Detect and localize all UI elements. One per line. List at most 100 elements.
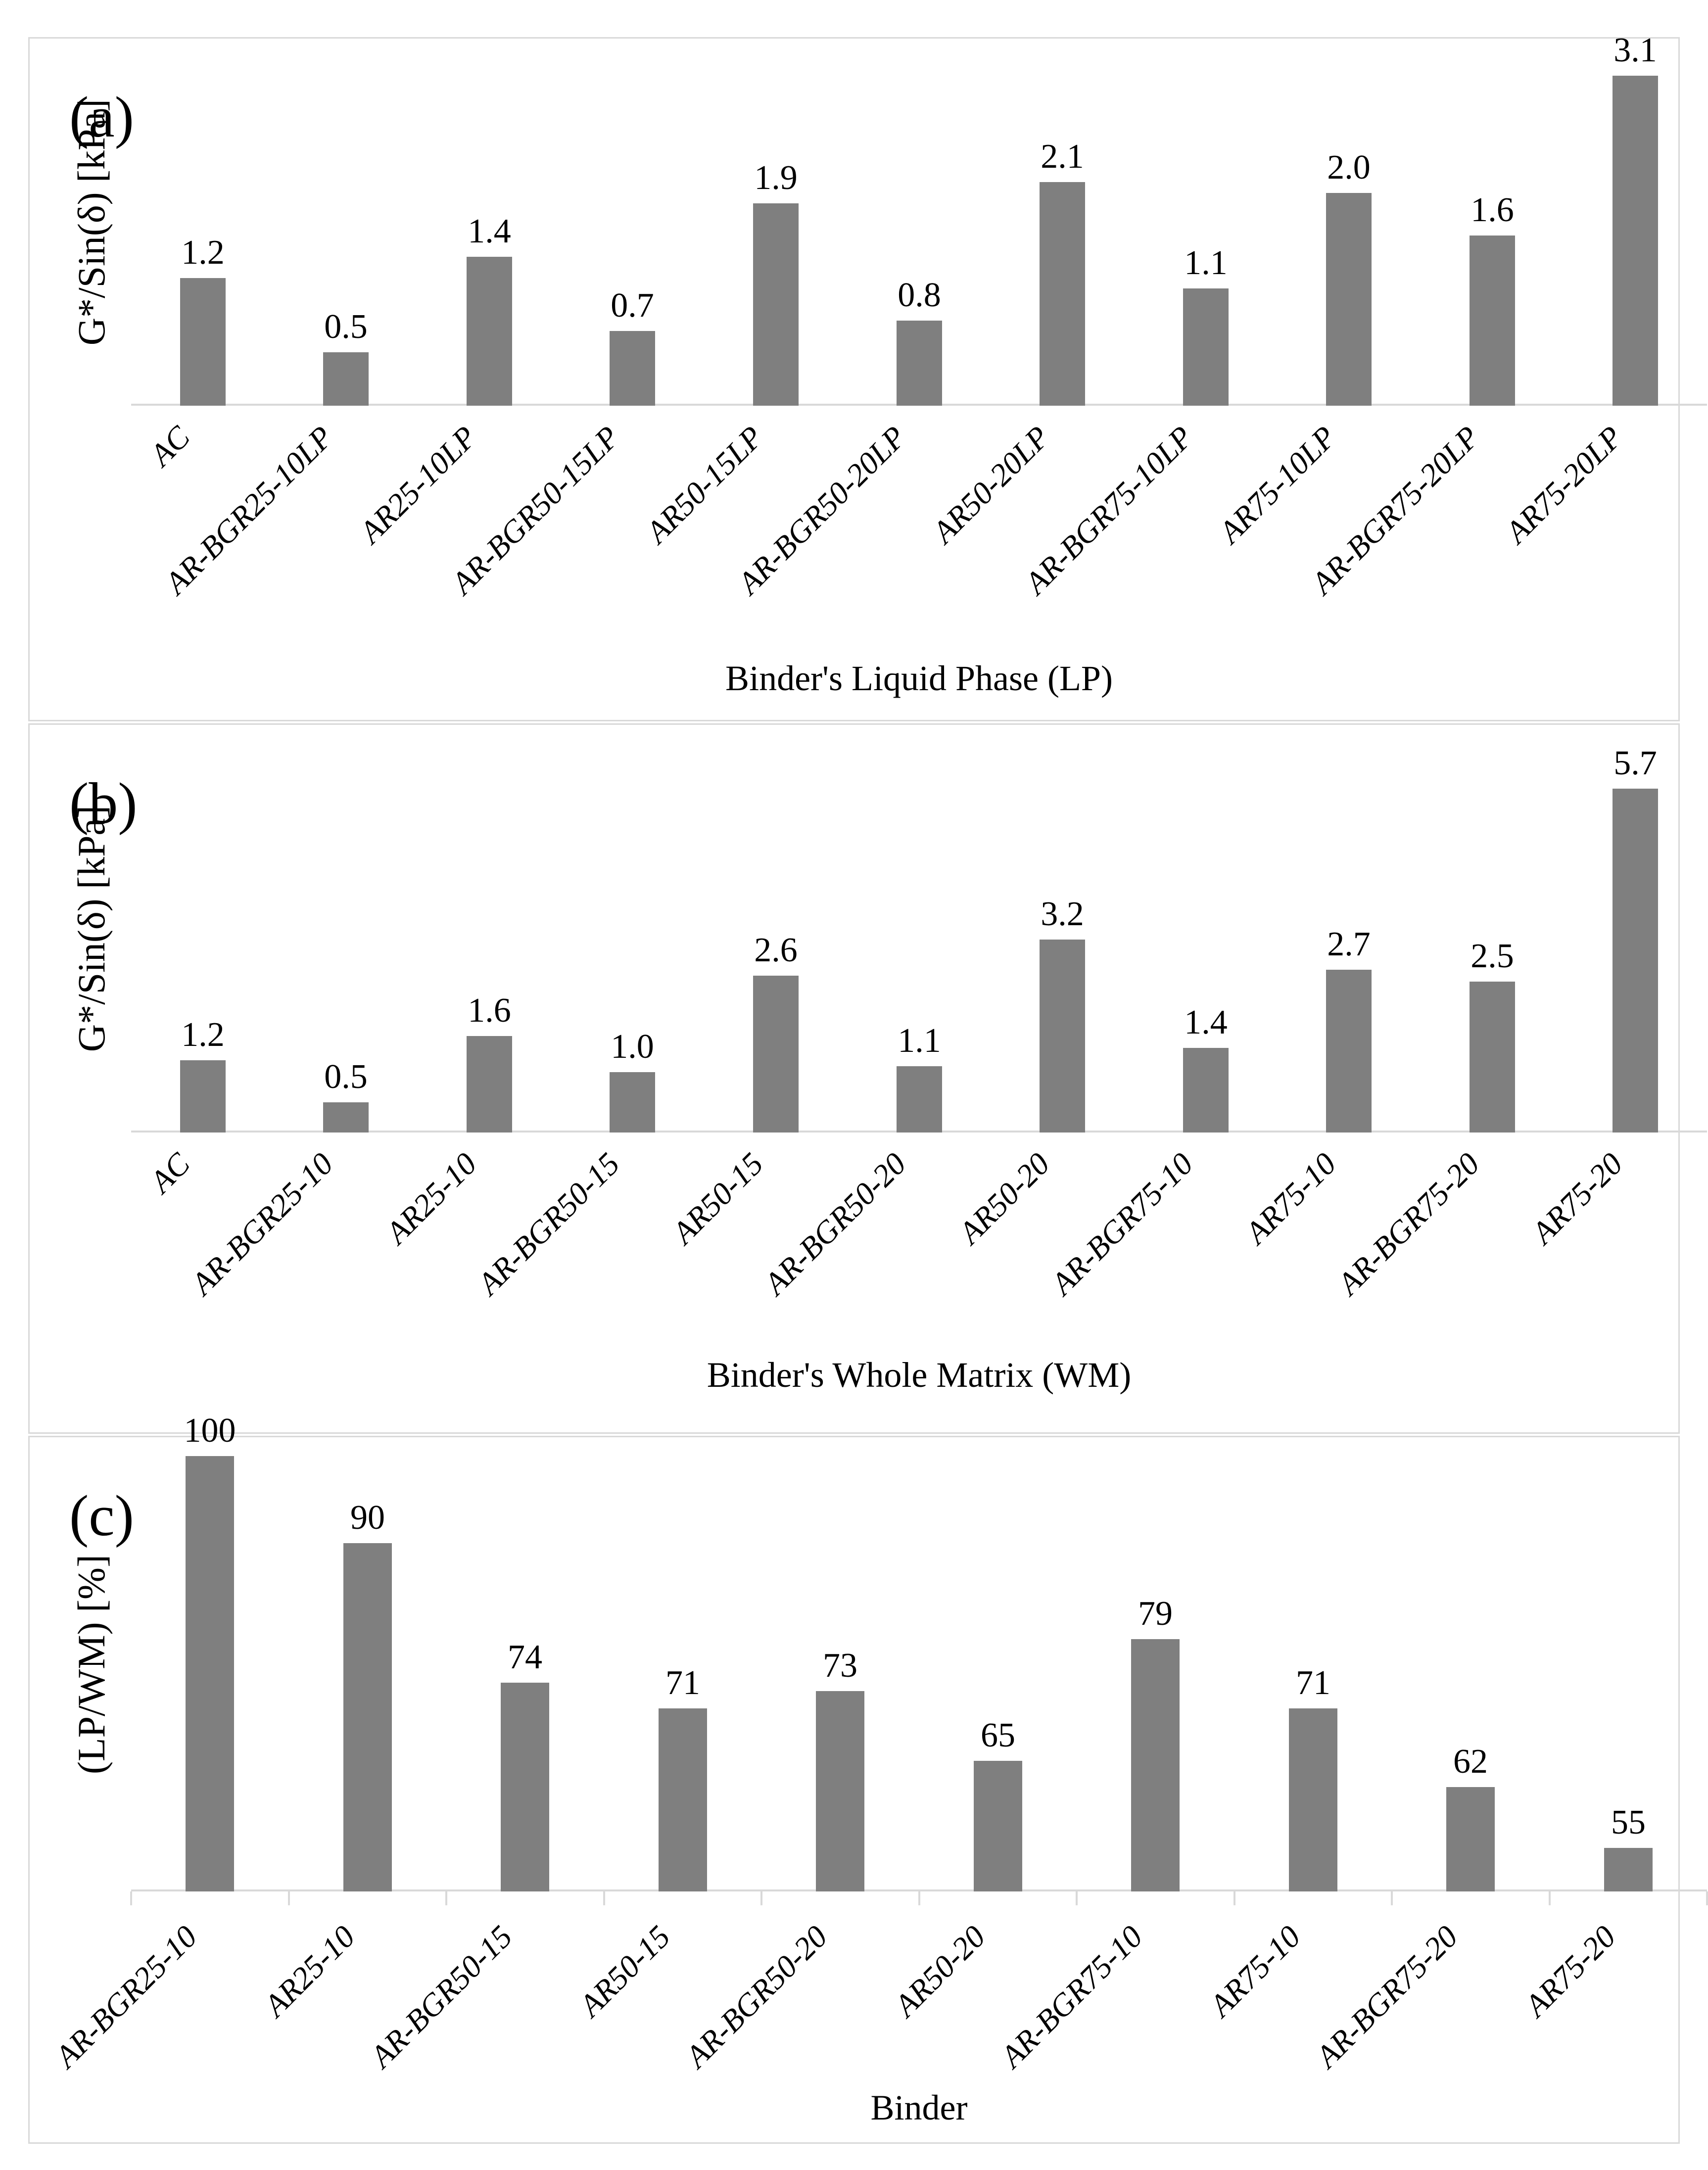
bar-AR75-10 [1289, 1708, 1337, 1891]
x-axis-label-AR75-20LP: AR75-20LP [1498, 419, 1629, 550]
x-axis-label-AR-BGR50-20: AR-BGR50-20 [678, 1919, 834, 2075]
bar-AR75-20 [1613, 789, 1658, 1132]
value-label-AR50-20LP: 2.1 [1041, 138, 1084, 176]
bar-AR-BGR25-10 [323, 1102, 369, 1132]
value-label-AR75-20LP: 3.1 [1613, 31, 1657, 69]
panel-a-y-axis-title: G*/Sin(δ) [kPa] [57, 39, 126, 406]
x-axis-tick [1391, 1891, 1393, 1905]
panel-a-x-axis-title: Binder's Liquid Phase (LP) [725, 659, 1113, 698]
panel-b: (b) G*/Sin(δ) [kPa] 1.2 0.5 1.6 1.0 2.6 1.1 3.… [28, 723, 1707, 1434]
bar-AR-BGR75-10LP [1183, 288, 1229, 406]
panel-a-plot-area: 1.2 0.5 1.4 0.7 1.9 0.8 2.1 1.1 2.0 1.6 3.1 [131, 33, 1707, 406]
x-axis-label-AR75-20: AR75-20 [1518, 1919, 1622, 2024]
x-axis-label-AR75-10LP: AR75-10LP [1212, 419, 1343, 550]
panel-a: (a) G*/Sin(δ) [kPa] 1.2 0.5 1.4 0.7 1.9 0.8 2.… [28, 33, 1707, 721]
x-axis-label-AR-BGR50-15: AR-BGR50-15 [363, 1919, 519, 2075]
value-label-AR-BGR75-10: 1.4 [1184, 1003, 1228, 1041]
bar-AR-BGR50-15 [501, 1683, 549, 1891]
bar-AR50-15 [659, 1708, 707, 1891]
value-label-AR75-10: 71 [1296, 1664, 1330, 1702]
bar-AR75-10LP [1326, 193, 1372, 406]
value-label-AR-BGR75-20: 62 [1453, 1743, 1488, 1781]
value-label-AR-BGR50-15: 74 [508, 1638, 542, 1676]
x-axis-line [131, 1889, 1707, 1891]
x-axis-label-AR50-20LP: AR50-20LP [925, 419, 1056, 550]
x-axis-tick [918, 1891, 920, 1905]
bar-AR50-15LP [753, 203, 799, 406]
panel-c-y-axis-title-text: (LP/WM) [%] [70, 1554, 113, 1775]
bar-AR-BGR50-15LP [610, 331, 655, 406]
panel-a-x-axis-labels: AC AR-BGR25-10LP AR25-10LP AR-BGR50-15LP AR5… [131, 39, 1707, 720]
x-axis-label-AR50-15: AR50-15 [572, 1919, 677, 2024]
x-axis-tick [130, 1891, 132, 1905]
x-axis-tick [288, 1891, 290, 1905]
value-label-AR-BGR50-15LP: 0.7 [611, 286, 654, 325]
value-label-AR-BGR75-10LP: 1.1 [1184, 244, 1228, 282]
value-label-AR25-10LP: 1.4 [468, 212, 511, 250]
x-axis-label-AR25-10LP: AR25-10LP [352, 419, 483, 550]
bar-AR-BGR25-10 [186, 1456, 234, 1891]
x-axis-label-AR-BGR25-10: AR-BGR25-10 [48, 1919, 204, 2075]
bar-AR75-20LP [1613, 76, 1658, 406]
bar-AR25-10 [467, 1036, 512, 1132]
value-label-AC: 1.2 [181, 234, 225, 272]
value-label-AR-BGR25-10: 0.5 [324, 1058, 368, 1096]
bar-AR-BGR50-20 [897, 1066, 942, 1132]
value-label-AR50-20: 3.2 [1041, 895, 1084, 933]
panel-a-y-axis-title-text: G*/Sin(δ) [kPa] [70, 98, 113, 346]
panel-b-y-axis-title-text: G*/Sin(δ) [kPa] [70, 805, 113, 1052]
x-axis-label-AR50-15LP: AR50-15LP [639, 419, 770, 550]
value-label-AC: 1.2 [181, 1016, 225, 1054]
x-axis-label-AC: AC [143, 1146, 197, 1200]
panel-c-x-axis-labels: AR-BGR25-10 AR25-10 AR-BGR50-15 AR50-15 AR-B… [48, 1437, 1707, 2142]
bar-AR-BGR75-20LP [1470, 236, 1515, 406]
panel-c-plot-area: 100 90 74 71 73 65 79 71 62 55 [130, 1414, 1708, 1905]
value-label-AR-BGR75-10: 79 [1138, 1595, 1173, 1633]
bar-AR75-10 [1326, 970, 1372, 1132]
x-axis-label-AR-BGR75-10: AR-BGR75-10 [1044, 1146, 1200, 1302]
panel-b-letter: (b) [69, 771, 138, 836]
value-label-AR50-15LP: 1.9 [754, 159, 798, 197]
x-axis-label-AR25-10: AR25-10 [257, 1919, 362, 2024]
x-axis-label-AR-BGR75-20: AR-BGR75-20 [1330, 1146, 1486, 1302]
bar-AR75-20 [1604, 1848, 1653, 1891]
panel-c-y-axis-title: (LP/WM) [%] [57, 1437, 126, 1891]
panel-b-plot-area: 1.2 0.5 1.6 1.0 2.6 1.1 3.2 1.4 2.7 2.5 5.7 [131, 725, 1707, 1132]
value-label-AR75-10LP: 2.0 [1327, 148, 1371, 187]
x-axis-tick [445, 1891, 447, 1905]
bar-AR-BGR75-10 [1131, 1639, 1180, 1891]
value-label-AR75-20: 5.7 [1613, 744, 1657, 782]
panel-b-x-axis-title: Binder's Whole Matrix (WM) [707, 1355, 1132, 1395]
bar-AR25-10LP [467, 257, 512, 406]
value-label-AR-BGR50-15: 1.0 [611, 1028, 654, 1066]
value-label-AR50-15: 2.6 [754, 931, 798, 969]
value-label-AR50-15: 71 [665, 1664, 700, 1702]
x-axis-label-AR50-15: AR50-15 [665, 1146, 770, 1251]
bar-AR50-20 [974, 1761, 1022, 1891]
x-axis-label-AR75-20: AR75-20 [1524, 1146, 1629, 1251]
x-axis-label-AR50-20: AR50-20 [951, 1146, 1056, 1251]
bar-AR-BGR50-15 [610, 1072, 655, 1132]
x-axis-tick [760, 1891, 762, 1905]
bar-AR-BGR75-20 [1470, 982, 1515, 1132]
x-axis-label-AR75-10: AR75-10 [1238, 1146, 1343, 1251]
value-label-AR25-10: 1.6 [468, 991, 511, 1030]
x-axis-label-AR-BGR25-10: AR-BGR25-10 [184, 1146, 340, 1302]
value-label-AR75-20: 55 [1611, 1803, 1646, 1841]
x-axis-label-AR75-10: AR75-10 [1202, 1919, 1307, 2024]
x-axis-label-AR-BGR75-20: AR-BGR75-20 [1309, 1919, 1465, 2075]
x-axis-tick [1076, 1891, 1078, 1905]
x-axis-label-AR50-20: AR50-20 [887, 1919, 992, 2024]
bar-AR25-10 [343, 1543, 392, 1891]
x-axis-label-AC: AC [143, 419, 197, 473]
x-axis-tick [1549, 1891, 1551, 1905]
x-axis-tick [1234, 1891, 1235, 1905]
bar-AC [180, 278, 226, 406]
bar-AR-BGR25-10LP [323, 352, 369, 406]
bar-AR-BGR75-10 [1183, 1048, 1229, 1132]
bar-AR-BGR50-20LP [897, 321, 942, 406]
bar-AR50-20 [1040, 940, 1085, 1132]
x-axis-tick [1706, 1891, 1708, 1905]
x-axis-tick [603, 1891, 605, 1905]
bar-AC [180, 1060, 226, 1132]
